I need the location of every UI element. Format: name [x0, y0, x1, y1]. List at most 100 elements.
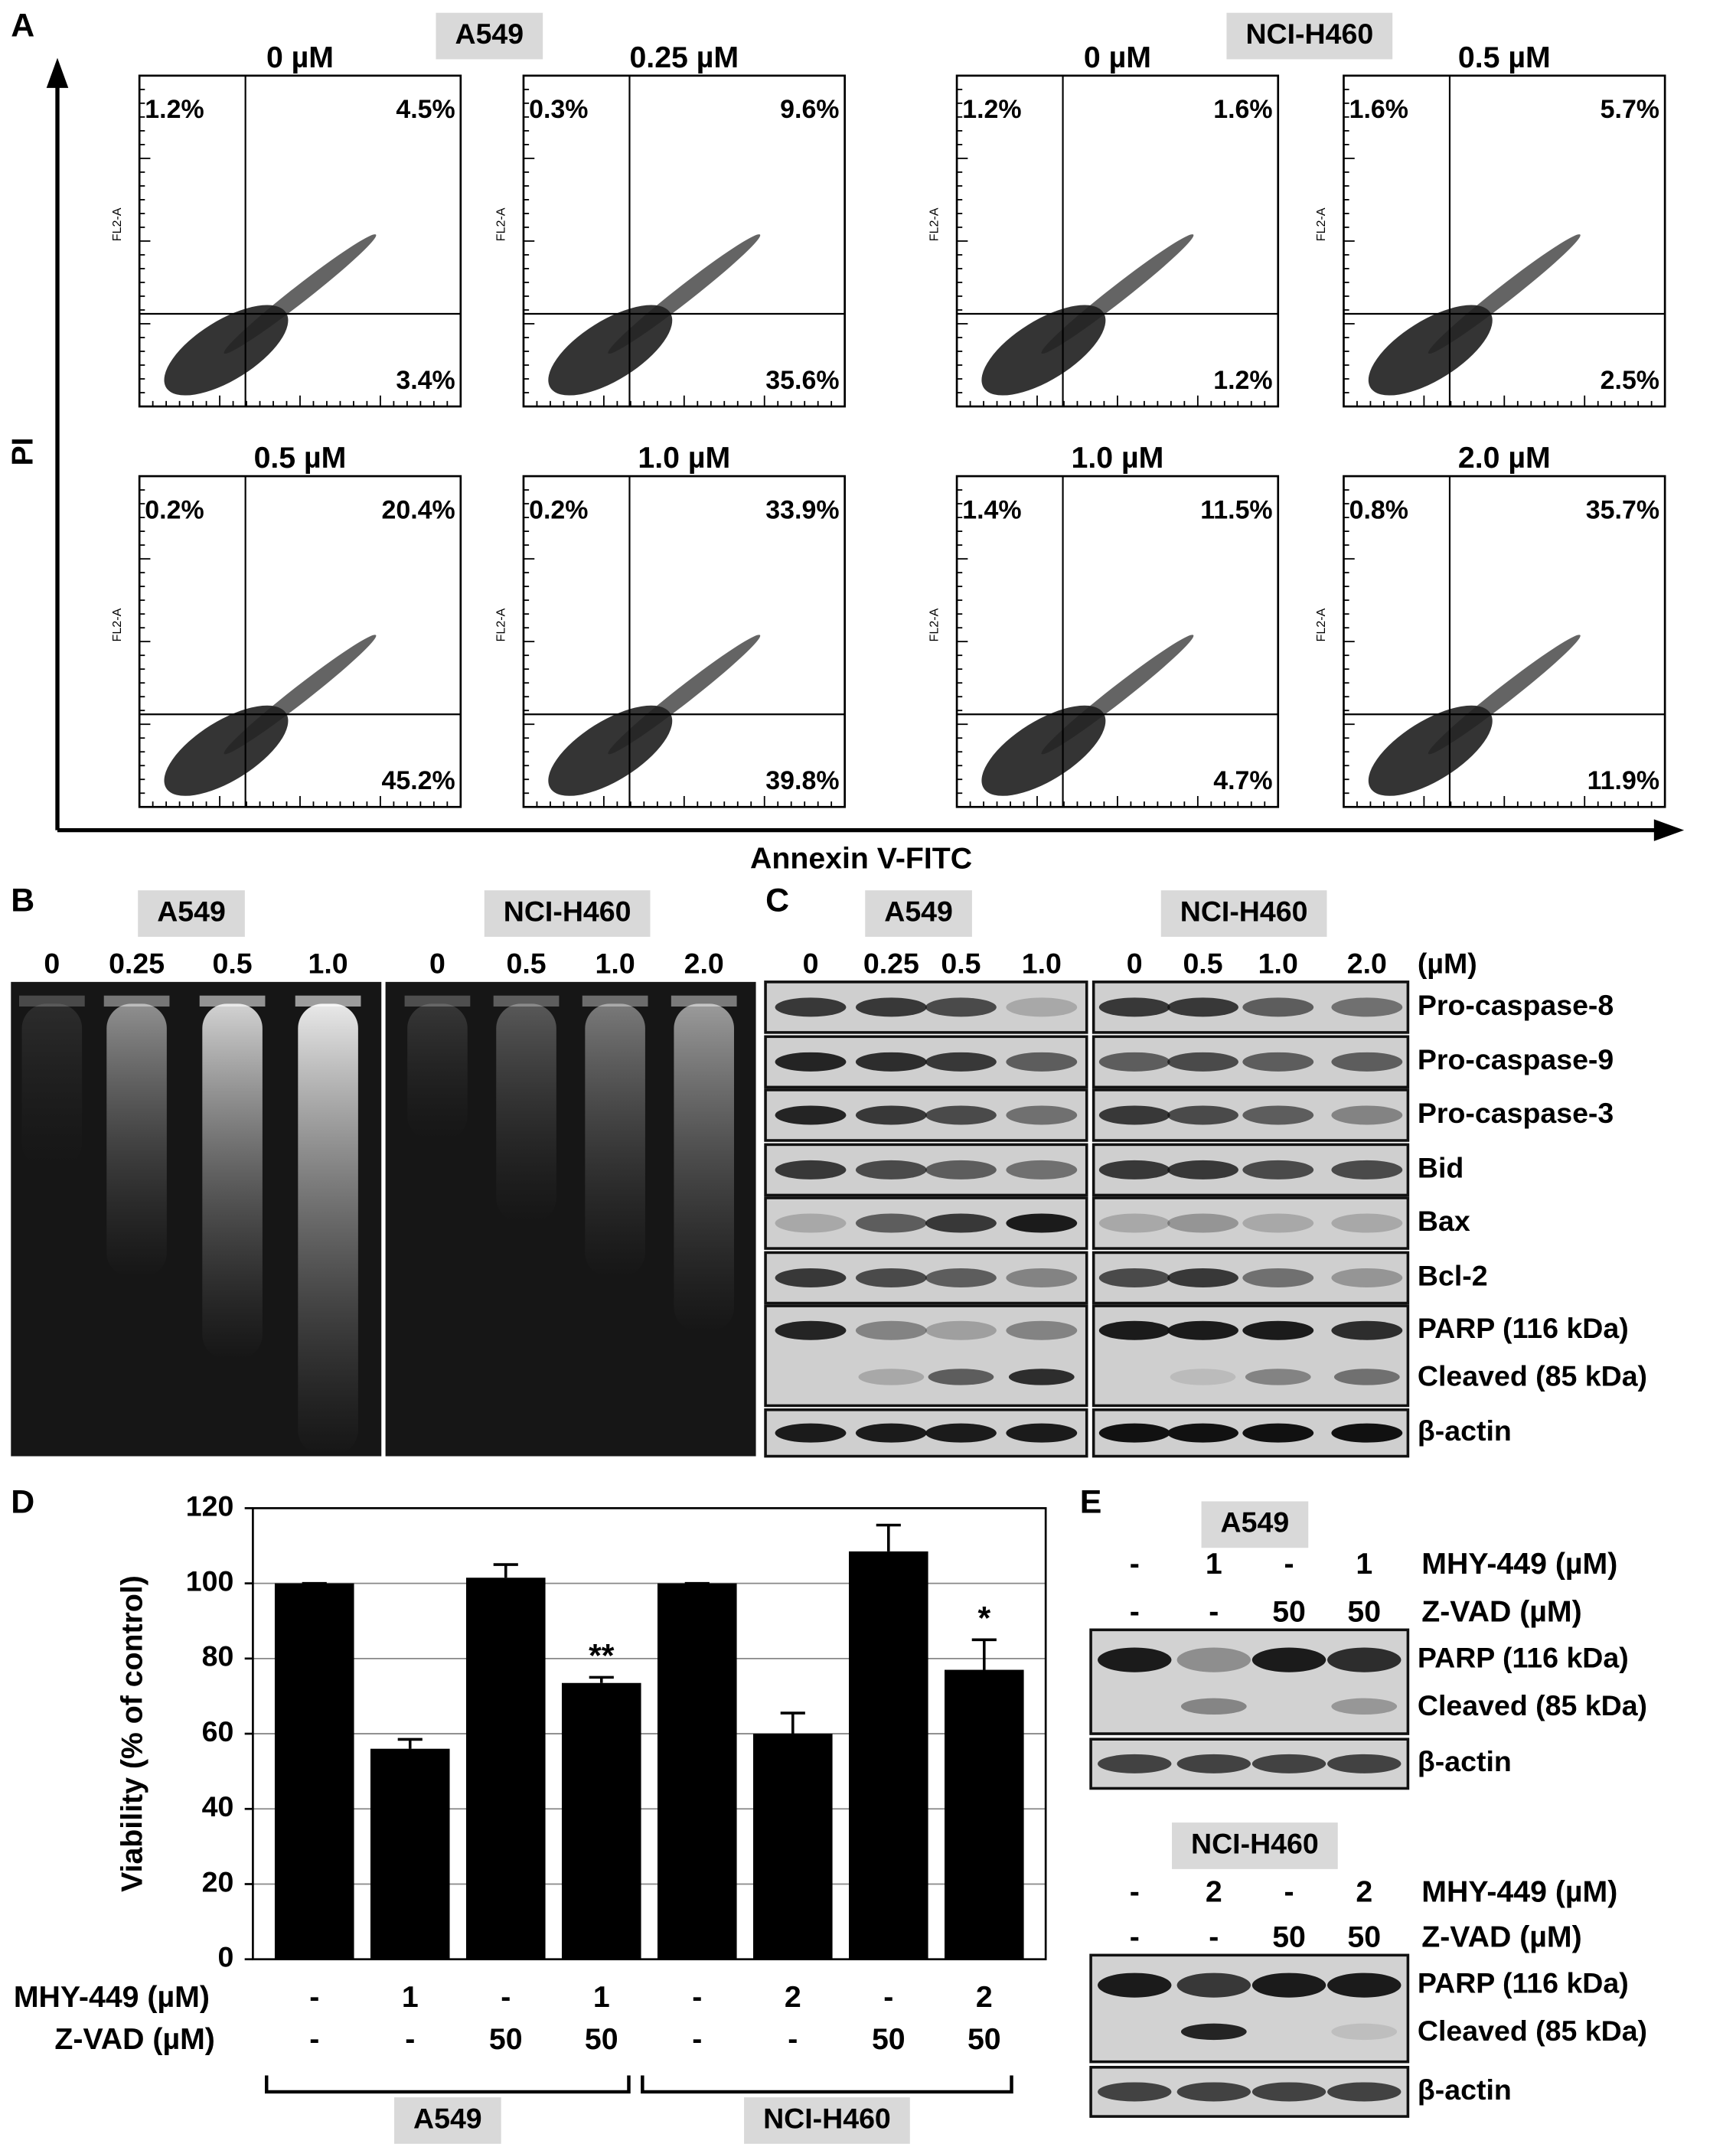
treatment-level: 2: [1356, 1875, 1372, 1908]
band-label: β-actin: [1418, 1745, 1512, 1777]
band: [1245, 1369, 1311, 1385]
band: [775, 1320, 847, 1340]
band: [1167, 1052, 1238, 1072]
band: [1331, 1320, 1403, 1340]
band: [1006, 1423, 1078, 1443]
band: [1180, 2023, 1247, 2041]
axis-label-small: FL2-A: [110, 207, 124, 241]
band: [1098, 1320, 1170, 1340]
band: [1331, 1423, 1403, 1443]
label-box: [138, 890, 245, 937]
quadrant-percent: 0.8%: [1349, 495, 1408, 524]
axis-label-small: FL2-A: [928, 207, 941, 241]
treatment-level: -: [1209, 1594, 1219, 1628]
band: [1167, 1423, 1238, 1443]
treatment-label: Z-VAD (µM): [54, 2022, 214, 2056]
gel-smear: [496, 1003, 556, 1223]
band: [1006, 1160, 1078, 1180]
band: [1170, 1369, 1236, 1385]
band: [855, 1105, 927, 1125]
significance: **: [589, 1638, 615, 1675]
dose-title: 0.25 µM: [629, 41, 739, 74]
quadrant-percent: 0.2%: [145, 495, 204, 524]
axis-label-small: FL2-A: [1314, 608, 1328, 641]
unit-label: (µM): [1418, 947, 1477, 979]
treatment-level: -: [1284, 1547, 1294, 1581]
band-label: Pro-caspase-8: [1418, 989, 1614, 1021]
treatment-level: -: [1130, 1594, 1140, 1628]
lane-label: 2.0: [1347, 947, 1387, 979]
treatment-level: -: [692, 1980, 702, 2014]
label-box: [484, 890, 651, 937]
y-tick-label: 120: [186, 1490, 234, 1522]
band: [1098, 1268, 1170, 1287]
treatment-label: Z-VAD (µM): [1421, 1920, 1581, 1953]
label-box: [865, 890, 972, 937]
band: [1176, 1972, 1251, 1998]
treatment-label: Z-VAD (µM): [1421, 1594, 1581, 1628]
quadrant-percent: 1.2%: [962, 95, 1021, 124]
band: [855, 997, 927, 1017]
band: [1242, 1320, 1314, 1340]
error-bar: [780, 1711, 805, 1734]
y-tick-label: 100: [186, 1565, 234, 1597]
blot: [1089, 1628, 1410, 1735]
band: [1098, 1647, 1172, 1672]
quadrant-percent: 1.4%: [962, 495, 1021, 524]
axis-label-small: FL2-A: [494, 207, 508, 241]
gel-smear: [674, 1003, 734, 1333]
label-box: [1201, 1501, 1309, 1548]
band: [928, 1369, 994, 1385]
lane-label: 0: [1127, 947, 1143, 979]
dose-title: 0 µM: [1084, 41, 1151, 74]
band: [1180, 1698, 1247, 1715]
band-label: Pro-caspase-3: [1418, 1097, 1614, 1129]
band: [925, 1268, 997, 1287]
label-box: [1226, 12, 1393, 60]
y-axis-label: Viability (% of control): [115, 1575, 148, 1892]
band: [1098, 2082, 1172, 2102]
treatment-level: 1: [1206, 1547, 1222, 1581]
treatment-level: -: [501, 1980, 511, 2014]
x-axis-label: Annexin V-FITC: [750, 841, 972, 875]
band: [1176, 2082, 1251, 2102]
lane-label: 2.0: [684, 947, 724, 979]
band: [1331, 1052, 1403, 1072]
quadrant-percent: 9.6%: [780, 95, 839, 124]
lane-label: 0: [803, 947, 819, 979]
band: [1251, 2082, 1326, 2102]
gel-smear: [407, 1003, 468, 1141]
gel-smear: [585, 1003, 645, 1277]
treatment-label: MHY-449 (µM): [1421, 1547, 1617, 1581]
blot: [1089, 1953, 1410, 2064]
treatment-level: -: [692, 2022, 702, 2056]
band: [1242, 1160, 1314, 1180]
quadrant-percent: 11.5%: [1200, 495, 1272, 524]
label-box: [394, 2097, 501, 2144]
band-label: Cleaved (85 kDa): [1418, 1689, 1647, 1721]
gel-well: [404, 995, 471, 1007]
band: [925, 1423, 997, 1443]
arrow-head: [1653, 819, 1685, 841]
error-bar: [876, 1523, 901, 1552]
treatment-level: -: [1130, 1547, 1140, 1581]
treatment-level: -: [309, 1980, 319, 2014]
lane-label: 0: [44, 947, 60, 979]
group-bracket: [641, 2075, 1013, 2094]
quadrant-percent: 35.7%: [1586, 495, 1659, 524]
band: [775, 1105, 847, 1125]
bar: [465, 1578, 546, 1959]
treatment-level: 2: [976, 1980, 993, 2014]
cell-cloud: [1041, 635, 1194, 755]
lane-label: 0.5: [213, 947, 253, 979]
y-tick-label: 60: [202, 1715, 234, 1747]
blot: [764, 1304, 1088, 1408]
band: [1242, 1105, 1314, 1125]
bar: [561, 1682, 641, 1959]
band: [1331, 1105, 1403, 1125]
band-label: β-actin: [1418, 2074, 1512, 2106]
bar: [274, 1583, 354, 1959]
band-label: Bax: [1418, 1205, 1470, 1237]
gel-well: [19, 995, 85, 1007]
